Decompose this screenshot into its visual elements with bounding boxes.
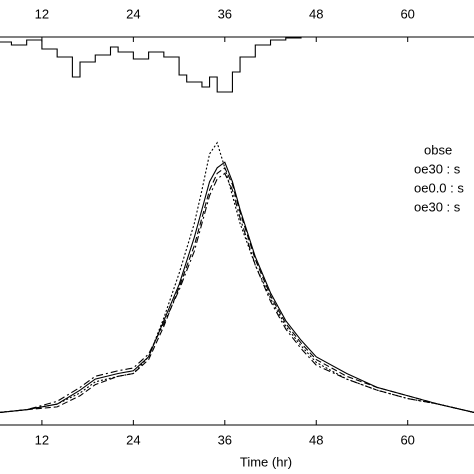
series-line [0,172,474,413]
x-tick-label: 60 [400,6,414,21]
legend-entry: oe0.0 : s [414,180,464,195]
legend-entry: oe30 : s [414,161,461,176]
x-tick-label: 12 [35,432,49,447]
x-tick-label: 60 [400,432,414,447]
x-tick-label: 36 [218,432,232,447]
x-tick-label: 24 [126,6,140,21]
x-axis-label: Time (hr) [240,454,292,469]
x-tick-label: 36 [218,6,232,21]
series-line [0,141,474,413]
x-tick-label: 12 [35,6,49,21]
x-tick-label: 48 [309,432,323,447]
series-line [0,161,474,413]
series-line [0,166,474,413]
x-tick-label: 24 [126,432,140,447]
legend-entry: obse [424,142,452,157]
series-line [0,36,474,93]
legend-entry: oe30 : s [414,199,461,214]
x-tick-label: 48 [309,6,323,21]
